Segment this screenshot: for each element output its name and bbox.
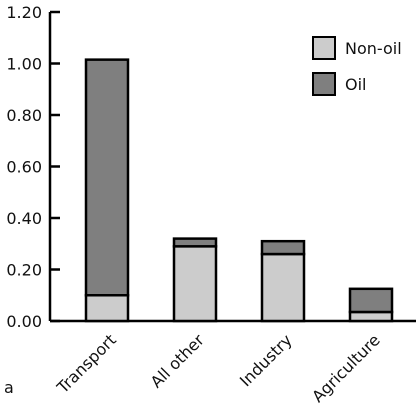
bar-industry-oil — [260, 239, 306, 256]
y-tick-label: 0.60 — [6, 158, 42, 177]
y-tick-label: 0.00 — [6, 312, 42, 331]
bar-transport-non-oil — [84, 294, 130, 323]
x-category-label: All other — [147, 330, 208, 391]
x-category-label: Industry — [236, 330, 296, 390]
bar-all-other-oil — [172, 237, 218, 248]
bar-industry-non-oil — [260, 252, 306, 323]
y-tick-label: 1.20 — [6, 3, 42, 22]
bar-transport-oil — [84, 58, 130, 297]
legend-label-non-oil: Non-oil — [345, 39, 402, 58]
legend-label-oil: Oil — [345, 75, 366, 94]
y-tick-label: 0.20 — [6, 261, 42, 280]
y-tick-label: 0.40 — [6, 209, 42, 228]
y-tick-label: 1.00 — [6, 55, 42, 74]
x-category-label: Transport — [53, 330, 120, 397]
legend: Non-oil Oil — [312, 36, 402, 96]
bar-all-other-non-oil — [172, 245, 218, 323]
legend-swatch-oil — [312, 72, 336, 96]
bars — [84, 58, 394, 323]
legend-swatch-non-oil — [312, 36, 336, 60]
bar-agriculture-non-oil — [348, 310, 394, 323]
x-category-label: Agriculture — [308, 330, 384, 406]
x-axis-categories: Transport All other Industry Agriculture — [53, 330, 384, 406]
y-tick-label: 0.80 — [6, 106, 42, 125]
panel-label: a — [4, 378, 14, 397]
bar-agriculture-oil — [348, 287, 394, 314]
y-axis-ticks: 0.00 0.20 0.40 0.60 0.80 1.00 1.20 — [6, 3, 60, 331]
